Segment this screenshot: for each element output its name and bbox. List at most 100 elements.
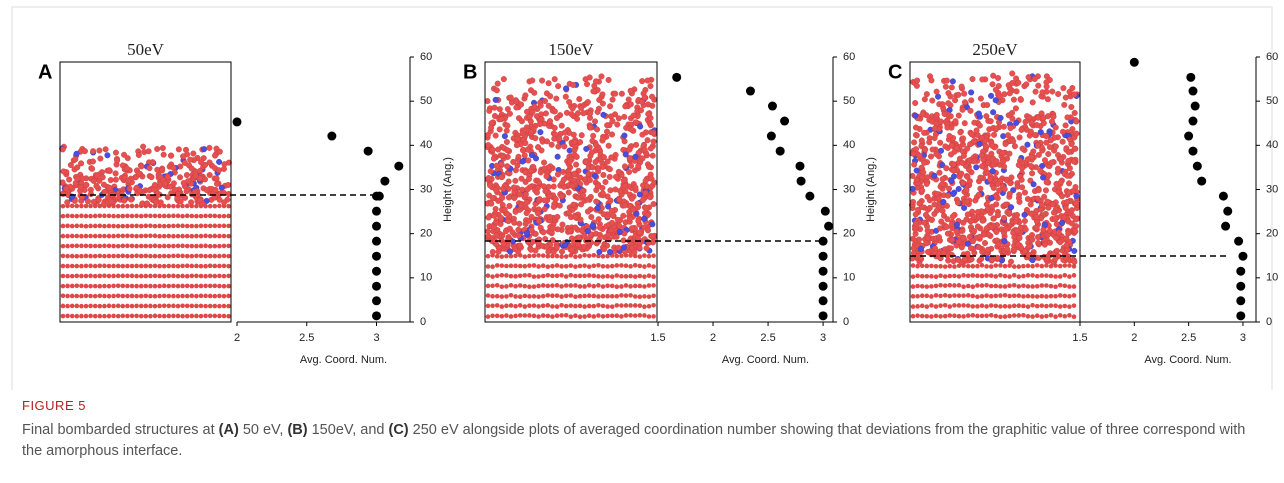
data-point xyxy=(1188,117,1197,126)
atom xyxy=(1021,304,1026,309)
atom xyxy=(959,245,965,251)
atom xyxy=(1033,214,1039,220)
atom xyxy=(144,304,149,309)
atom xyxy=(75,294,80,299)
atom xyxy=(1026,314,1031,319)
atom xyxy=(190,284,195,289)
atom xyxy=(216,159,222,165)
atom xyxy=(93,234,98,239)
atom xyxy=(157,244,162,249)
atom xyxy=(222,244,227,249)
atom xyxy=(180,294,185,299)
x-tick-label: 2.5 xyxy=(299,332,314,344)
atom xyxy=(70,294,75,299)
atom xyxy=(648,146,654,152)
atom xyxy=(116,214,121,219)
atom xyxy=(517,192,523,198)
atom xyxy=(85,198,91,204)
atom xyxy=(972,120,978,126)
atom xyxy=(171,284,176,289)
atom xyxy=(1042,242,1048,248)
y-tick-label: 40 xyxy=(1266,139,1278,151)
atom xyxy=(153,214,158,219)
atom xyxy=(102,264,107,269)
atom xyxy=(921,130,927,136)
atom xyxy=(923,212,929,218)
atom xyxy=(950,191,956,197)
atom xyxy=(984,102,990,108)
atom xyxy=(208,244,213,249)
atom xyxy=(948,246,954,252)
atom xyxy=(185,224,190,229)
atom xyxy=(153,314,158,319)
y-tick-label: 50 xyxy=(1266,95,1278,107)
atom xyxy=(640,132,646,138)
atom xyxy=(1016,162,1022,168)
atom xyxy=(1063,123,1069,129)
atom xyxy=(144,214,149,219)
atom xyxy=(153,224,158,229)
data-point xyxy=(805,192,814,201)
atom xyxy=(954,229,960,235)
atom xyxy=(544,173,550,179)
atom xyxy=(528,130,534,136)
atom xyxy=(994,284,999,289)
atom xyxy=(541,253,546,258)
atom xyxy=(108,177,114,183)
atom xyxy=(929,294,934,299)
atom xyxy=(79,214,84,219)
atom xyxy=(509,303,514,308)
atom xyxy=(991,216,997,222)
atom xyxy=(1064,199,1070,205)
atom xyxy=(217,294,222,299)
atom xyxy=(98,254,103,259)
atom xyxy=(1053,235,1059,241)
atom xyxy=(500,186,506,192)
caption-segment: 50 eV, xyxy=(239,422,288,438)
atom xyxy=(536,180,542,186)
atom xyxy=(606,77,612,83)
atom xyxy=(556,144,562,150)
atom xyxy=(610,294,615,299)
atom xyxy=(1063,95,1069,101)
atom xyxy=(915,294,920,299)
atom xyxy=(969,131,975,137)
atom xyxy=(984,304,989,309)
atom xyxy=(489,120,495,126)
atom xyxy=(1040,303,1045,308)
data-point xyxy=(824,222,833,231)
atom xyxy=(971,138,977,144)
atom xyxy=(619,303,624,308)
atom xyxy=(70,244,75,249)
atom xyxy=(162,244,167,249)
atom xyxy=(619,284,624,289)
atom xyxy=(1051,114,1057,120)
atom xyxy=(973,164,979,170)
atom xyxy=(633,154,639,160)
atom xyxy=(1011,97,1017,103)
atom xyxy=(995,181,1001,187)
atom xyxy=(564,274,569,279)
atom xyxy=(571,132,577,138)
atom xyxy=(620,213,626,219)
atom xyxy=(148,294,153,299)
atom xyxy=(1072,284,1077,289)
atom xyxy=(1026,273,1031,278)
atom xyxy=(486,273,491,278)
atom xyxy=(527,273,532,278)
atom xyxy=(550,283,555,288)
atom xyxy=(642,294,647,299)
atom xyxy=(578,274,583,279)
atom xyxy=(966,167,972,173)
atom xyxy=(1030,257,1036,263)
atom xyxy=(579,132,585,138)
atom xyxy=(157,224,162,229)
atom xyxy=(161,152,167,158)
atom xyxy=(601,314,606,319)
atom xyxy=(1012,273,1017,278)
atom xyxy=(523,140,529,146)
atom xyxy=(1041,120,1047,126)
atom xyxy=(563,86,569,92)
atom xyxy=(1017,199,1023,205)
